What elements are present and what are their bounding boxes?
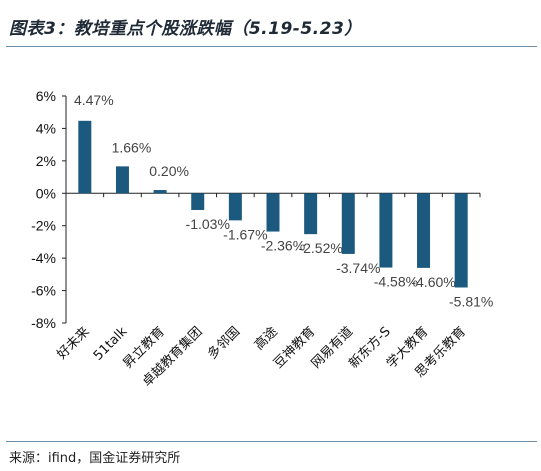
source-note: 来源：ifind，国金证券研究所	[9, 451, 181, 466]
data-label: -2.52%	[298, 240, 342, 256]
bar	[191, 193, 205, 210]
bar	[115, 166, 129, 194]
bar	[417, 193, 431, 268]
bar	[78, 120, 92, 194]
y-tick-label: 0%	[36, 185, 56, 201]
chart-title: 图表3：教培重点个股涨跌幅（5.19-5.23）	[9, 19, 362, 39]
y-tick-label: 6%	[36, 88, 56, 104]
y-tick-label: -6%	[31, 283, 56, 299]
data-label: 4.47%	[74, 92, 114, 108]
y-tick-label: 2%	[36, 153, 56, 169]
bar	[228, 193, 242, 221]
data-label: 0.20%	[149, 163, 189, 179]
bar	[153, 190, 167, 194]
data-label: -4.60%	[411, 274, 455, 290]
bar-chart: 6%4%2%0%-2%-4%-6%-8%4.47%好未来1.66%51talk0…	[31, 88, 493, 390]
y-tick-label: -4%	[31, 250, 56, 266]
category-label: 高途	[251, 324, 281, 354]
bar	[266, 193, 280, 232]
data-label: -5.81%	[449, 293, 493, 309]
title-divider	[6, 46, 537, 47]
data-label: -2.36%	[261, 238, 305, 254]
data-label: -4.58%	[374, 274, 418, 290]
bar	[379, 193, 393, 268]
bar	[341, 193, 355, 254]
y-tick-label: -2%	[31, 218, 56, 234]
data-label: -1.67%	[223, 226, 267, 242]
category-label: 多邻国	[204, 324, 243, 363]
category-label: 好未来	[54, 324, 92, 362]
data-label: -3.74%	[336, 260, 380, 276]
bar	[454, 193, 468, 288]
bar	[304, 193, 318, 235]
footer-divider	[6, 441, 537, 442]
y-tick-label: -8%	[31, 315, 56, 331]
y-tick-label: 4%	[36, 120, 56, 136]
data-label: 1.66%	[112, 139, 152, 155]
data-label: -1.03%	[186, 216, 230, 232]
